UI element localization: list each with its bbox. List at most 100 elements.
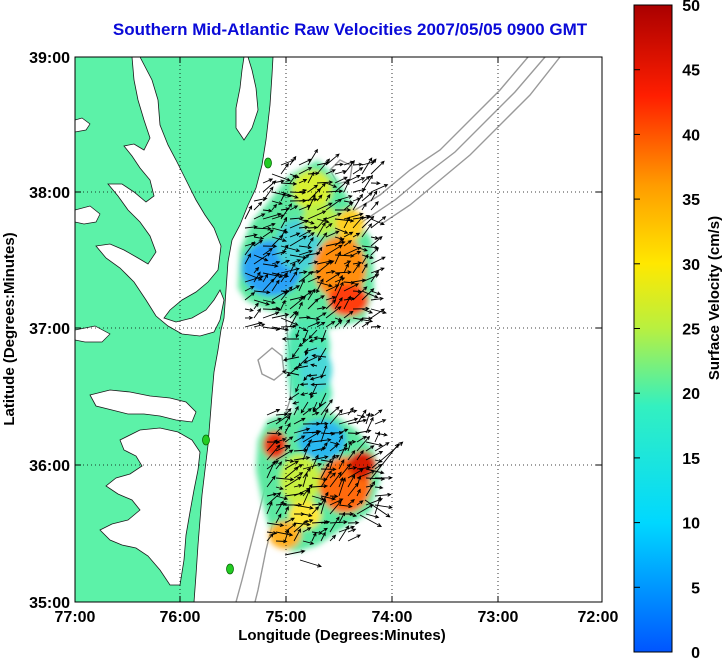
velocity-arrow [334, 251, 341, 265]
velocity-arrow [370, 296, 384, 301]
velocity-arrow [334, 297, 343, 310]
velocity-arrow [309, 374, 327, 381]
velocity-arrow [338, 477, 346, 497]
velocity-arrow [352, 167, 364, 175]
velocity-arrow [266, 522, 285, 528]
colorbar-tick-label: 0 [691, 645, 700, 659]
velocity-arrow [343, 212, 364, 220]
velocity-arrow [329, 516, 340, 533]
velocity-arrow [347, 499, 355, 506]
velocity-arrows [244, 148, 404, 568]
velocity-arrow [266, 460, 279, 470]
velocity-arrow [325, 244, 343, 256]
velocity-arrow [284, 522, 297, 533]
velocity-arrow [310, 382, 327, 387]
velocity-arrow [262, 178, 274, 184]
colorbar [633, 4, 673, 653]
velocity-arrow [291, 347, 300, 358]
velocity-arrow [271, 234, 284, 247]
velocity-arrow [266, 492, 282, 506]
velocity-arrow [374, 432, 388, 437]
velocity-arrow [266, 432, 283, 436]
colorbar-tick-label: 50 [682, 0, 700, 15]
velocity-arrow [361, 253, 369, 265]
coastal-river-3 [75, 325, 111, 343]
velocity-arrow [325, 222, 333, 229]
velocity-arrow [311, 506, 320, 515]
velocity-arrow [320, 470, 332, 488]
velocity-arrow [271, 306, 281, 311]
velocity-arrow [311, 411, 320, 416]
velocity-arrow [347, 439, 357, 444]
velocity-arrow [266, 444, 281, 461]
velocity-arrow [275, 461, 283, 470]
velocity-arrow [289, 262, 296, 274]
y-tick-label: 35:00 [29, 595, 70, 612]
velocity-arrow [316, 260, 333, 274]
velocity-arrow [343, 260, 352, 265]
velocity-arrow [356, 500, 364, 506]
chesapeake-bay [95, 57, 225, 337]
velocity-arrow [325, 169, 336, 175]
velocity-arrow [289, 259, 302, 265]
velocity-arrow [365, 513, 380, 519]
velocity-arrow [374, 492, 392, 497]
velocity-arrow [352, 232, 361, 238]
velocity-arrow [275, 513, 282, 524]
velocity-arrow [329, 520, 348, 525]
colorbar-tick-label: 40 [682, 127, 700, 144]
velocity-arrow [282, 356, 300, 362]
plot-frame [74, 56, 603, 603]
velocity-arrow [280, 162, 289, 175]
y-tick-label: 39:00 [29, 50, 70, 67]
y-tick-label: 36:00 [29, 458, 70, 475]
velocity-arrow [370, 184, 389, 193]
velocity-arrow [275, 486, 284, 491]
colorbar-tick-label: 15 [682, 451, 700, 468]
velocity-arrow [316, 217, 327, 229]
velocity-arrow [361, 157, 373, 175]
velocity-arrow [253, 323, 266, 328]
velocity-arrow [293, 487, 311, 497]
velocity-arrow [316, 180, 334, 185]
velocity-arrow [289, 296, 307, 310]
velocity-arrow [374, 419, 387, 425]
velocity-arrow [293, 504, 314, 510]
velocity-arrow [370, 236, 380, 240]
velocity-arrow [352, 177, 366, 184]
velocity-arrow [365, 480, 376, 497]
y-tick-label: 37:00 [29, 321, 70, 338]
velocity-arrow [325, 193, 331, 202]
velocity-arrow [293, 519, 308, 533]
velocity-arrow [298, 338, 309, 347]
velocity-arrow [365, 416, 374, 434]
velocity-arrow [299, 559, 322, 568]
velocity-arrow [343, 216, 350, 229]
velocity-arrow [266, 475, 276, 488]
velocity-arrow [298, 249, 313, 256]
velocity-arrow [370, 270, 379, 283]
velocity-arrow [262, 212, 282, 220]
velocity-arrow [334, 162, 344, 167]
velocity-arrow [262, 222, 276, 229]
velocity-arrow [329, 453, 336, 470]
y-tick-label: 38:00 [29, 185, 70, 202]
velocity-arrow [347, 482, 359, 497]
velocity-arrow [266, 440, 281, 445]
velocity-arrow [364, 499, 391, 518]
x-tick-label: 77:00 [55, 609, 96, 626]
velocity-arrow [329, 455, 340, 461]
velocity-arrow [306, 373, 318, 378]
velocity-arrow [298, 326, 308, 332]
velocity-arrow [334, 319, 343, 328]
velocity-arrow [343, 180, 350, 193]
velocity-arrow [298, 179, 308, 184]
velocity-arrow [311, 421, 329, 426]
velocity-arrow [266, 409, 281, 416]
velocity-arrow [338, 525, 350, 542]
velocity-arrow [320, 520, 331, 525]
velocity-arrow [280, 192, 286, 202]
velocity-arrow [312, 401, 327, 413]
velocity-arrow [352, 162, 364, 167]
velocity-arrow [370, 216, 387, 229]
